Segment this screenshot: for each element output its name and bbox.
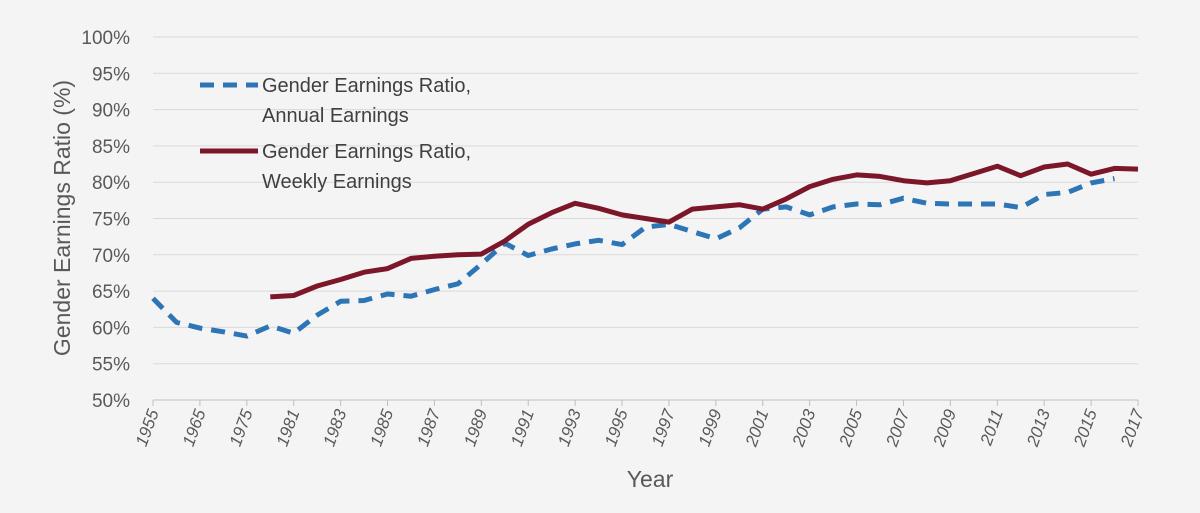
series-line-weekly-earnings [270,161,1139,300]
y-tick-label: 55% [92,355,130,376]
y-tick-label: 75% [92,210,130,231]
x-tick-label: 1965 [179,406,210,449]
x-tick-label: 1989 [460,406,491,449]
y-axis-title: Gender Earnings Ratio (%) [49,80,75,356]
legend: Gender Earnings Ratio, Annual Earnings G… [200,75,471,193]
y-tick-label: 65% [92,282,130,303]
x-axis-ticks: 1955 1965 1975 1981 1983 1985 1987 1989 1991 1993… [132,400,1148,450]
legend-label-annual-line1: Gender Earnings Ratio, [262,75,471,97]
x-tick-label: 2017 [1117,406,1148,449]
y-tick-label: 85% [92,137,130,158]
x-tick-label: 1955 [132,406,163,449]
y-tick-label: 70% [92,246,130,267]
x-tick-label: 2009 [929,406,960,449]
y-tick-label: 60% [92,318,130,339]
legend-label-weekly-line2: Weekly Earnings [262,171,412,193]
series-line-annual-earnings [151,176,1115,339]
y-tick-label: 95% [92,64,130,85]
x-tick-label: 2011 [976,407,1007,449]
y-tick-label: 100% [81,28,130,49]
x-tick-label: 1999 [695,406,726,449]
y-tick-label: 50% [92,391,130,412]
y-axis-ticks: 50% 55% 60% 65% 70% 75% 80% 85% 90% 95% 100% [81,28,130,412]
x-tick-label: 2005 [835,406,866,449]
x-tick-label: 1975 [226,406,257,449]
legend-label-weekly-line1: Gender Earnings Ratio, [262,141,471,163]
x-tick-label: 2003 [788,406,819,449]
series-lines [151,161,1139,339]
x-tick-label: 1987 [413,406,444,449]
x-tick-label: 2015 [1070,406,1101,449]
y-tick-label: 80% [92,173,130,194]
x-tick-label: 2013 [1023,406,1054,449]
x-tick-label: 1997 [648,406,679,449]
x-tick-label: 1985 [366,406,397,449]
x-tick-label: 1995 [601,406,632,449]
legend-label-annual-line2: Annual Earnings [262,105,409,127]
x-tick-label: 1981 [273,407,304,449]
x-tick-label: 1993 [554,406,585,449]
y-tick-label: 90% [92,101,130,122]
x-tick-label: 2001 [741,407,772,450]
x-tick-label: 1983 [320,406,351,449]
x-tick-label: 1991 [507,407,538,449]
x-axis-title: Year [627,466,674,492]
x-tick-label: 2007 [882,406,913,449]
